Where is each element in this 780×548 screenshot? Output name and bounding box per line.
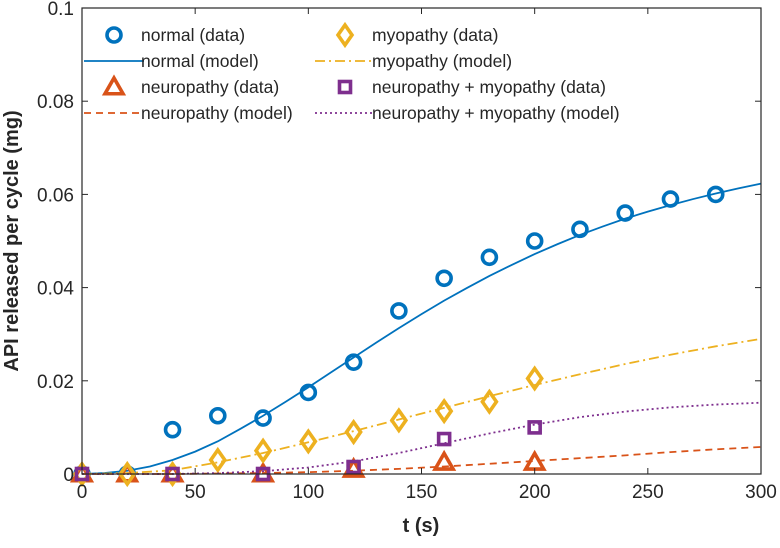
legend-label: normal (model) (141, 51, 259, 71)
legend-entry: neuropathy + myopathy (model) (315, 103, 620, 123)
series-markers-normal-data- (73, 185, 725, 483)
x-tick-label: 300 (745, 482, 777, 503)
legend-entry: neuropathy + myopathy (data) (337, 77, 606, 97)
y-tick-label: 0.06 (37, 185, 74, 206)
data-point (616, 204, 635, 222)
legend-label: myopathy (model) (372, 51, 512, 71)
legend-label: neuropathy + myopathy (model) (372, 103, 620, 123)
legend-entry: neuropathy (data) (101, 74, 279, 97)
legend-label: neuropathy (model) (141, 103, 293, 123)
data-point (389, 407, 409, 434)
legend-entry: myopathy (data) (335, 21, 498, 49)
series-markers-myopathy-data- (72, 365, 544, 488)
x-tick-label: 50 (185, 482, 206, 503)
data-point (299, 383, 318, 402)
y-axis-label: API released per cycle (mg) (1, 110, 23, 371)
data-point (706, 185, 725, 204)
data-point (163, 420, 182, 439)
data-point (344, 418, 363, 446)
data-point (480, 388, 499, 415)
y-tick-label: 0 (63, 465, 74, 486)
legend-marker (337, 79, 353, 95)
data-point (525, 365, 544, 392)
legend-marker (105, 26, 123, 44)
data-point (118, 460, 137, 488)
data-point (254, 409, 272, 427)
data-point (525, 232, 544, 250)
legend-marker (101, 74, 127, 96)
data-point (480, 248, 499, 267)
data-point (527, 420, 542, 435)
x-axis-label: t (s) (403, 515, 440, 537)
legend-entry: normal (data) (105, 25, 245, 45)
x-tick-label: 150 (406, 482, 438, 503)
data-point (346, 459, 361, 475)
legend-label: neuropathy + myopathy (data) (372, 77, 606, 97)
series-line-normal-model- (81, 182, 762, 475)
data-point (571, 220, 589, 239)
y-tick-label: 0.04 (37, 279, 74, 300)
y-tick-label: 0.08 (37, 92, 74, 113)
legend-marker (335, 21, 355, 49)
legend-label: neuropathy (data) (141, 77, 279, 97)
x-tick-label: 0 (77, 482, 88, 503)
legend-label: normal (data) (141, 25, 245, 45)
series-layer (69, 182, 762, 488)
legend-label: myopathy (data) (372, 25, 498, 45)
legend-entry: neuropathy (model) (84, 103, 293, 123)
data-point (253, 437, 273, 464)
data-point (436, 431, 452, 447)
x-tick-label: 250 (632, 482, 664, 503)
data-point (432, 449, 457, 471)
series-line-myopathy-model- (81, 337, 762, 475)
legend: normal (data) normal (model) neuropathy (d… (84, 21, 620, 123)
data-point (299, 428, 318, 455)
data-point (344, 353, 363, 371)
data-point (661, 190, 680, 208)
y-tick-label: 0.02 (37, 372, 74, 393)
data-point (390, 302, 408, 320)
data-point (434, 397, 454, 425)
y-tick-label: 0.1 (48, 0, 74, 20)
legend-entry: myopathy (model) (315, 51, 512, 71)
x-tick-label: 200 (519, 482, 551, 503)
series-line-neuropathy-myopathy-model- (82, 401, 762, 475)
x-tick-label: 100 (292, 482, 324, 503)
data-point (209, 406, 227, 425)
axes-layer: 0 50 100 150 200 250 300 0 0.02 0.04 0.06 0.08 0.1 (37, 0, 777, 503)
legend-entry: normal (model) (84, 51, 259, 71)
data-point (435, 269, 453, 288)
data-point (208, 446, 227, 474)
